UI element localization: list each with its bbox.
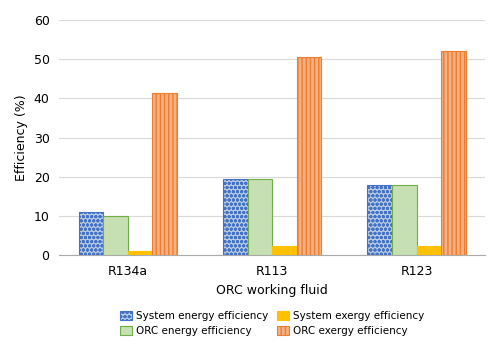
Bar <box>441 52 466 256</box>
Bar <box>78 212 103 256</box>
Legend: System energy efficiency, ORC energy efficiency, System exergy efficiency, ORC e: System energy efficiency, ORC energy eff… <box>116 308 428 339</box>
X-axis label: ORC working fluid: ORC working fluid <box>216 284 328 297</box>
Bar <box>296 57 321 256</box>
Bar <box>368 185 392 256</box>
Bar <box>128 251 152 256</box>
Bar <box>272 246 296 256</box>
Y-axis label: Efficiency (%): Efficiency (%) <box>15 94 28 181</box>
Bar <box>152 93 177 256</box>
Bar <box>392 185 416 256</box>
Bar <box>223 179 248 256</box>
Bar <box>248 179 272 256</box>
Bar <box>103 216 128 256</box>
Bar <box>416 246 441 256</box>
